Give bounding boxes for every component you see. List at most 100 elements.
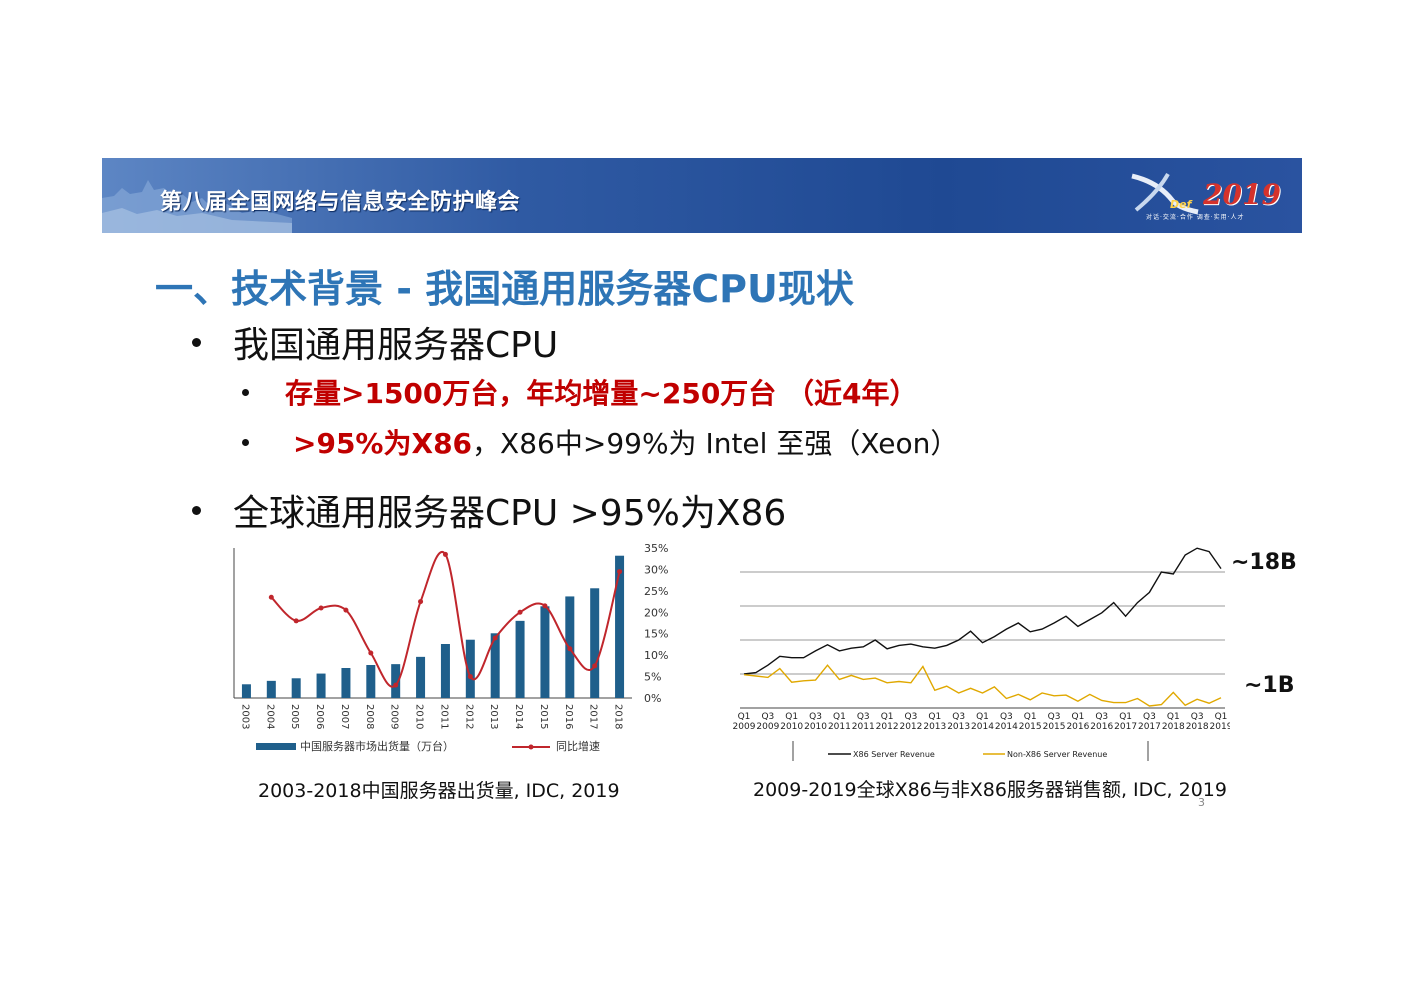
legend-swatch-point bbox=[528, 744, 534, 750]
bar bbox=[615, 555, 625, 698]
x86-revenue-line bbox=[743, 547, 1222, 675]
x-tick-quarter: Q1 bbox=[1119, 712, 1132, 722]
header-banner: 第八届全国网络与信息安全防护峰会 Def 2019 对话·交流·合作 调查·实用… bbox=[102, 158, 1302, 233]
growth-point bbox=[318, 605, 324, 611]
growth-point bbox=[293, 618, 299, 624]
x-tick-quarter: Q3 bbox=[905, 712, 918, 722]
legend-label: 同比增速 bbox=[556, 739, 600, 753]
x-tick-year: 2015 bbox=[1019, 722, 1042, 732]
annotation-non-x86: ~1B bbox=[1244, 673, 1295, 698]
bullet-highlight: >95%为X86 bbox=[293, 427, 473, 460]
x-tick-label: 2009 bbox=[389, 704, 400, 729]
x-tick-label: 2008 bbox=[364, 704, 375, 729]
x-tick-quarter: Q1 bbox=[738, 712, 751, 722]
x-tick-year: 2011 bbox=[852, 722, 875, 732]
y2-tick-label: 30% bbox=[644, 563, 668, 576]
x-tick-quarter: Q3 bbox=[1000, 712, 1013, 722]
logo-year: 2019 bbox=[1203, 178, 1281, 211]
x-tick-quarter: Q1 bbox=[881, 712, 894, 722]
bar bbox=[540, 606, 550, 698]
x-tick-year: 2014 bbox=[995, 722, 1018, 732]
x-tick-year: 2017 bbox=[1114, 722, 1137, 732]
x-tick-quarter: Q3 bbox=[857, 712, 870, 722]
x-tick-year: 2016 bbox=[1090, 722, 1113, 732]
x-tick-label: 2016 bbox=[563, 704, 574, 729]
x-tick-year: 2009 bbox=[733, 722, 756, 732]
x-tick-year: 2010 bbox=[804, 722, 827, 732]
bullet-global-cpu: 全球通用服务器CPU >95%为X86 bbox=[192, 484, 786, 536]
bar bbox=[241, 684, 251, 698]
x-tick-quarter: Q3 bbox=[1095, 712, 1108, 722]
growth-point bbox=[467, 674, 473, 680]
growth-point bbox=[343, 607, 349, 613]
bar bbox=[515, 620, 525, 698]
x-tick-quarter: Q3 bbox=[952, 712, 965, 722]
growth-point bbox=[517, 609, 523, 615]
x-tick-quarter: Q1 bbox=[1167, 712, 1180, 722]
bar bbox=[590, 588, 600, 698]
growth-point bbox=[542, 603, 548, 609]
caption-chart-china: 2003-2018中国服务器出货量, IDC, 2019 bbox=[258, 780, 620, 802]
bar bbox=[490, 633, 500, 698]
x-logo-icon: Def bbox=[1131, 173, 1199, 215]
y2-tick-label: 0% bbox=[644, 692, 661, 705]
y2-tick-label: 15% bbox=[644, 628, 668, 641]
x-tick-quarter: Q1 bbox=[1071, 712, 1084, 722]
legend-label: Non-X86 Server Revenue bbox=[1007, 750, 1107, 759]
bar bbox=[465, 639, 475, 698]
china-shipment-chart: 0% 5% 10% 15% 20% 25% 30% 35% 2003 2004 2005 2006 20… bbox=[233, 542, 668, 753]
bullet-china-cpu: 我国通用服务器CPU bbox=[192, 316, 558, 368]
x-tick-quarter: Q1 bbox=[1024, 712, 1037, 722]
x-tick-label: 2007 bbox=[339, 704, 350, 729]
legend-label: X86 Server Revenue bbox=[853, 750, 935, 759]
x-tick-quarter: Q3 bbox=[809, 712, 822, 722]
annotation-x86: ~18B bbox=[1231, 550, 1297, 575]
x-tick-year: 2012 bbox=[899, 722, 922, 732]
bar bbox=[266, 680, 276, 698]
bar bbox=[316, 673, 326, 698]
x-tick-quarter: Q1 bbox=[785, 712, 798, 722]
x-tick-label: 2005 bbox=[289, 704, 300, 729]
growth-point bbox=[567, 646, 573, 652]
x-tick-quarter: Q1 bbox=[1215, 712, 1228, 722]
x-tick-year: 2011 bbox=[828, 722, 851, 732]
bar bbox=[391, 664, 401, 698]
x-tick-label: 2003 bbox=[239, 704, 250, 729]
bar bbox=[440, 644, 450, 698]
growth-point bbox=[617, 569, 623, 575]
legend-label: 中国服务器市场出货量（万台） bbox=[300, 739, 454, 753]
x-tick-year: 2017 bbox=[1138, 722, 1161, 732]
x-tick-year: 2016 bbox=[1066, 722, 1089, 732]
summit-title: 第八届全国网络与信息安全防护峰会 bbox=[160, 190, 521, 215]
svg-text:Def: Def bbox=[1170, 198, 1193, 211]
legend-swatch-bar bbox=[256, 743, 296, 750]
y2-tick-label: 10% bbox=[644, 649, 668, 662]
bullet-dot bbox=[192, 337, 201, 347]
growth-line bbox=[270, 551, 621, 688]
x-tick-year: 2019 bbox=[1210, 722, 1230, 732]
bar bbox=[416, 656, 426, 698]
bar bbox=[341, 668, 351, 698]
bullet-x86-share: >95%为X86 ，X86中>99%为 Intel 至强（Xeon） bbox=[242, 422, 958, 462]
skyline-decoration bbox=[102, 180, 292, 233]
x-tick-quarter: Q3 bbox=[1191, 712, 1204, 722]
x-tick-year: 2014 bbox=[971, 722, 994, 732]
bullet-dot bbox=[242, 438, 249, 446]
growth-point bbox=[393, 682, 399, 688]
x-tick-year: 2009 bbox=[756, 722, 779, 732]
caption-chart-global: 2009-2019全球X86与非X86服务器销售额, IDC, 2019 bbox=[753, 779, 1227, 801]
x-tick-label: 2017 bbox=[588, 704, 599, 729]
y2-tick-label: 25% bbox=[644, 585, 668, 598]
x-tick-label: 2013 bbox=[488, 704, 499, 729]
non-x86-revenue-line bbox=[743, 664, 1222, 707]
bullet-text: 存量>1500万台，年均增量~250万台 （近4年） bbox=[285, 377, 918, 410]
x-tick-year: 2018 bbox=[1162, 722, 1185, 732]
bullet-text: ，X86中>99%为 Intel 至强（Xeon） bbox=[472, 427, 959, 460]
x-tick-year: 2013 bbox=[923, 722, 946, 732]
logo-tagline: 对话·交流·合作 调查·实用·人才 bbox=[1146, 214, 1245, 221]
x-tick-year: 2010 bbox=[780, 722, 803, 732]
growth-point bbox=[492, 635, 498, 641]
xdef-logo: Def 2019 对话·交流·合作 调查·实用·人才 bbox=[1128, 170, 1281, 225]
x-tick-label: 2010 bbox=[414, 704, 425, 729]
section-heading: 一、技术背景 - 我国通用服务器CPU现状 bbox=[155, 267, 854, 311]
